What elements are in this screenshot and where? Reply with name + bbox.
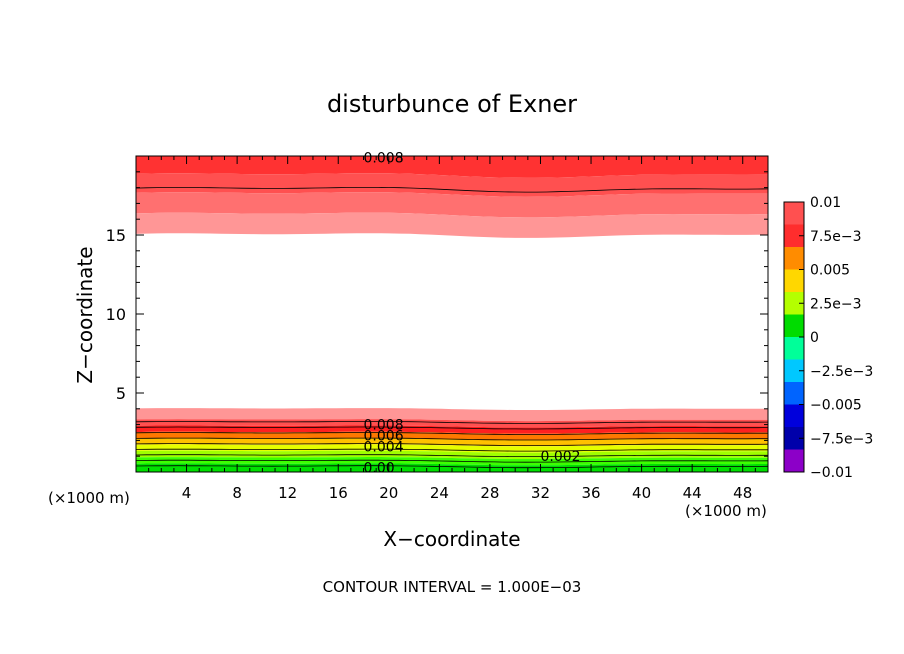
colorbar-label-0: 0.01 [810, 195, 841, 211]
upper-band-1 [136, 173, 768, 197]
axis-ticks [136, 156, 768, 472]
colorbar-label-4: 0 [810, 330, 819, 346]
colorbar [783, 201, 805, 473]
x-tick-label: 48 [733, 484, 752, 502]
colorbar-labels: 0.01 7.5e−3 0.005 2.5e−3 0 −2.5e−3 −0.005 −7.5e… [799, 195, 873, 481]
x-unit-left: (×1000 m) [48, 489, 130, 507]
upper-band-3 [136, 212, 768, 238]
x-tick-label: 8 [232, 484, 242, 502]
colorbar-swatch-8 [784, 382, 804, 405]
x-unit-right: (×1000 m) [685, 502, 767, 520]
lower-contour-6 [135, 432, 768, 435]
x-tick-label: 16 [329, 484, 348, 502]
colorbar-swatch-2 [784, 247, 804, 270]
upper-band-0 [136, 156, 768, 178]
colorbar-swatch-9 [784, 404, 804, 428]
x-tick-label: 40 [632, 484, 651, 502]
x-tick-label: 4 [182, 484, 192, 502]
lower-band-0 [136, 408, 768, 422]
y-tick-label: 10 [106, 305, 126, 324]
contour-label-2: 0.006 [364, 429, 404, 445]
chart-title: disturbunce of Exner [327, 90, 577, 118]
y-tick-label: 5 [116, 384, 126, 403]
x-tick-label: 28 [480, 484, 499, 502]
colorbar-swatch-3 [784, 269, 804, 293]
lower-contour-4 [135, 443, 769, 446]
x-tick-label: 12 [278, 484, 297, 502]
lower-band-5 [136, 444, 768, 453]
colorbar-label-1: 7.5e−3 [810, 229, 862, 245]
lower-contour-8 [135, 421, 769, 424]
colorbar-swatch-11 [784, 449, 804, 473]
lower-contour-0 [135, 465, 769, 469]
x-tick-label: 44 [683, 484, 702, 502]
upper-contour-0 [135, 186, 769, 193]
lower-contour-7 [135, 426, 769, 430]
x-tick-label: 24 [430, 484, 449, 502]
colorbar-swatch-1 [784, 224, 804, 248]
contour-lines [135, 186, 769, 469]
upper-band-2 [136, 192, 768, 218]
colorbar-swatch-5 [784, 314, 804, 338]
lower-band-8 [136, 463, 768, 472]
colorbar-label-3: 2.5e−3 [810, 296, 862, 312]
x-tick-labels: 4 8 12 16 20 24 28 32 36 40 44 48 [182, 484, 752, 502]
colorbar-label-6: −0.005 [810, 398, 862, 414]
contour-label-5: 0.00 [364, 460, 395, 476]
x-tick-label: 20 [379, 484, 398, 502]
colorbar-swatch-6 [784, 337, 804, 360]
lower-band-6 [136, 450, 768, 459]
colorbar-swatch-4 [784, 292, 804, 315]
lower-contour-5 [135, 437, 768, 441]
x-axis-label: X−coordinate [383, 527, 520, 551]
contour-interval-note: CONTOUR INTERVAL = 1.000E−03 [323, 578, 582, 596]
colorbar-swatch-10 [784, 427, 804, 450]
contour-label-1: 0.008 [364, 418, 404, 434]
lower-contour-2 [135, 454, 768, 457]
lower-band-1 [136, 419, 768, 428]
x-tick-label: 36 [581, 484, 600, 502]
lower-contour-3 [135, 448, 768, 452]
lower-contour-1 [135, 459, 769, 463]
colorbar-label-5: −2.5e−3 [810, 364, 873, 380]
colorbar-swatch-7 [784, 359, 804, 383]
x-tick-label: 32 [531, 484, 550, 502]
y-tick-labels: 5 10 15 [106, 226, 126, 403]
y-tick-label: 15 [106, 226, 126, 245]
colorbar-swatch-0 [784, 202, 804, 225]
y-axis-label: Z−coordinate [73, 246, 97, 383]
colorbar-label-7: −7.5e−3 [810, 431, 873, 447]
contour-label-4: 0.002 [540, 449, 580, 465]
colorbar-label-2: 0.005 [810, 263, 850, 279]
contour-label-0: 0.008 [364, 151, 404, 167]
plot-area [136, 156, 768, 472]
contour-label-3: 0.004 [364, 440, 404, 456]
colorbar-label-8: −0.01 [810, 465, 853, 481]
